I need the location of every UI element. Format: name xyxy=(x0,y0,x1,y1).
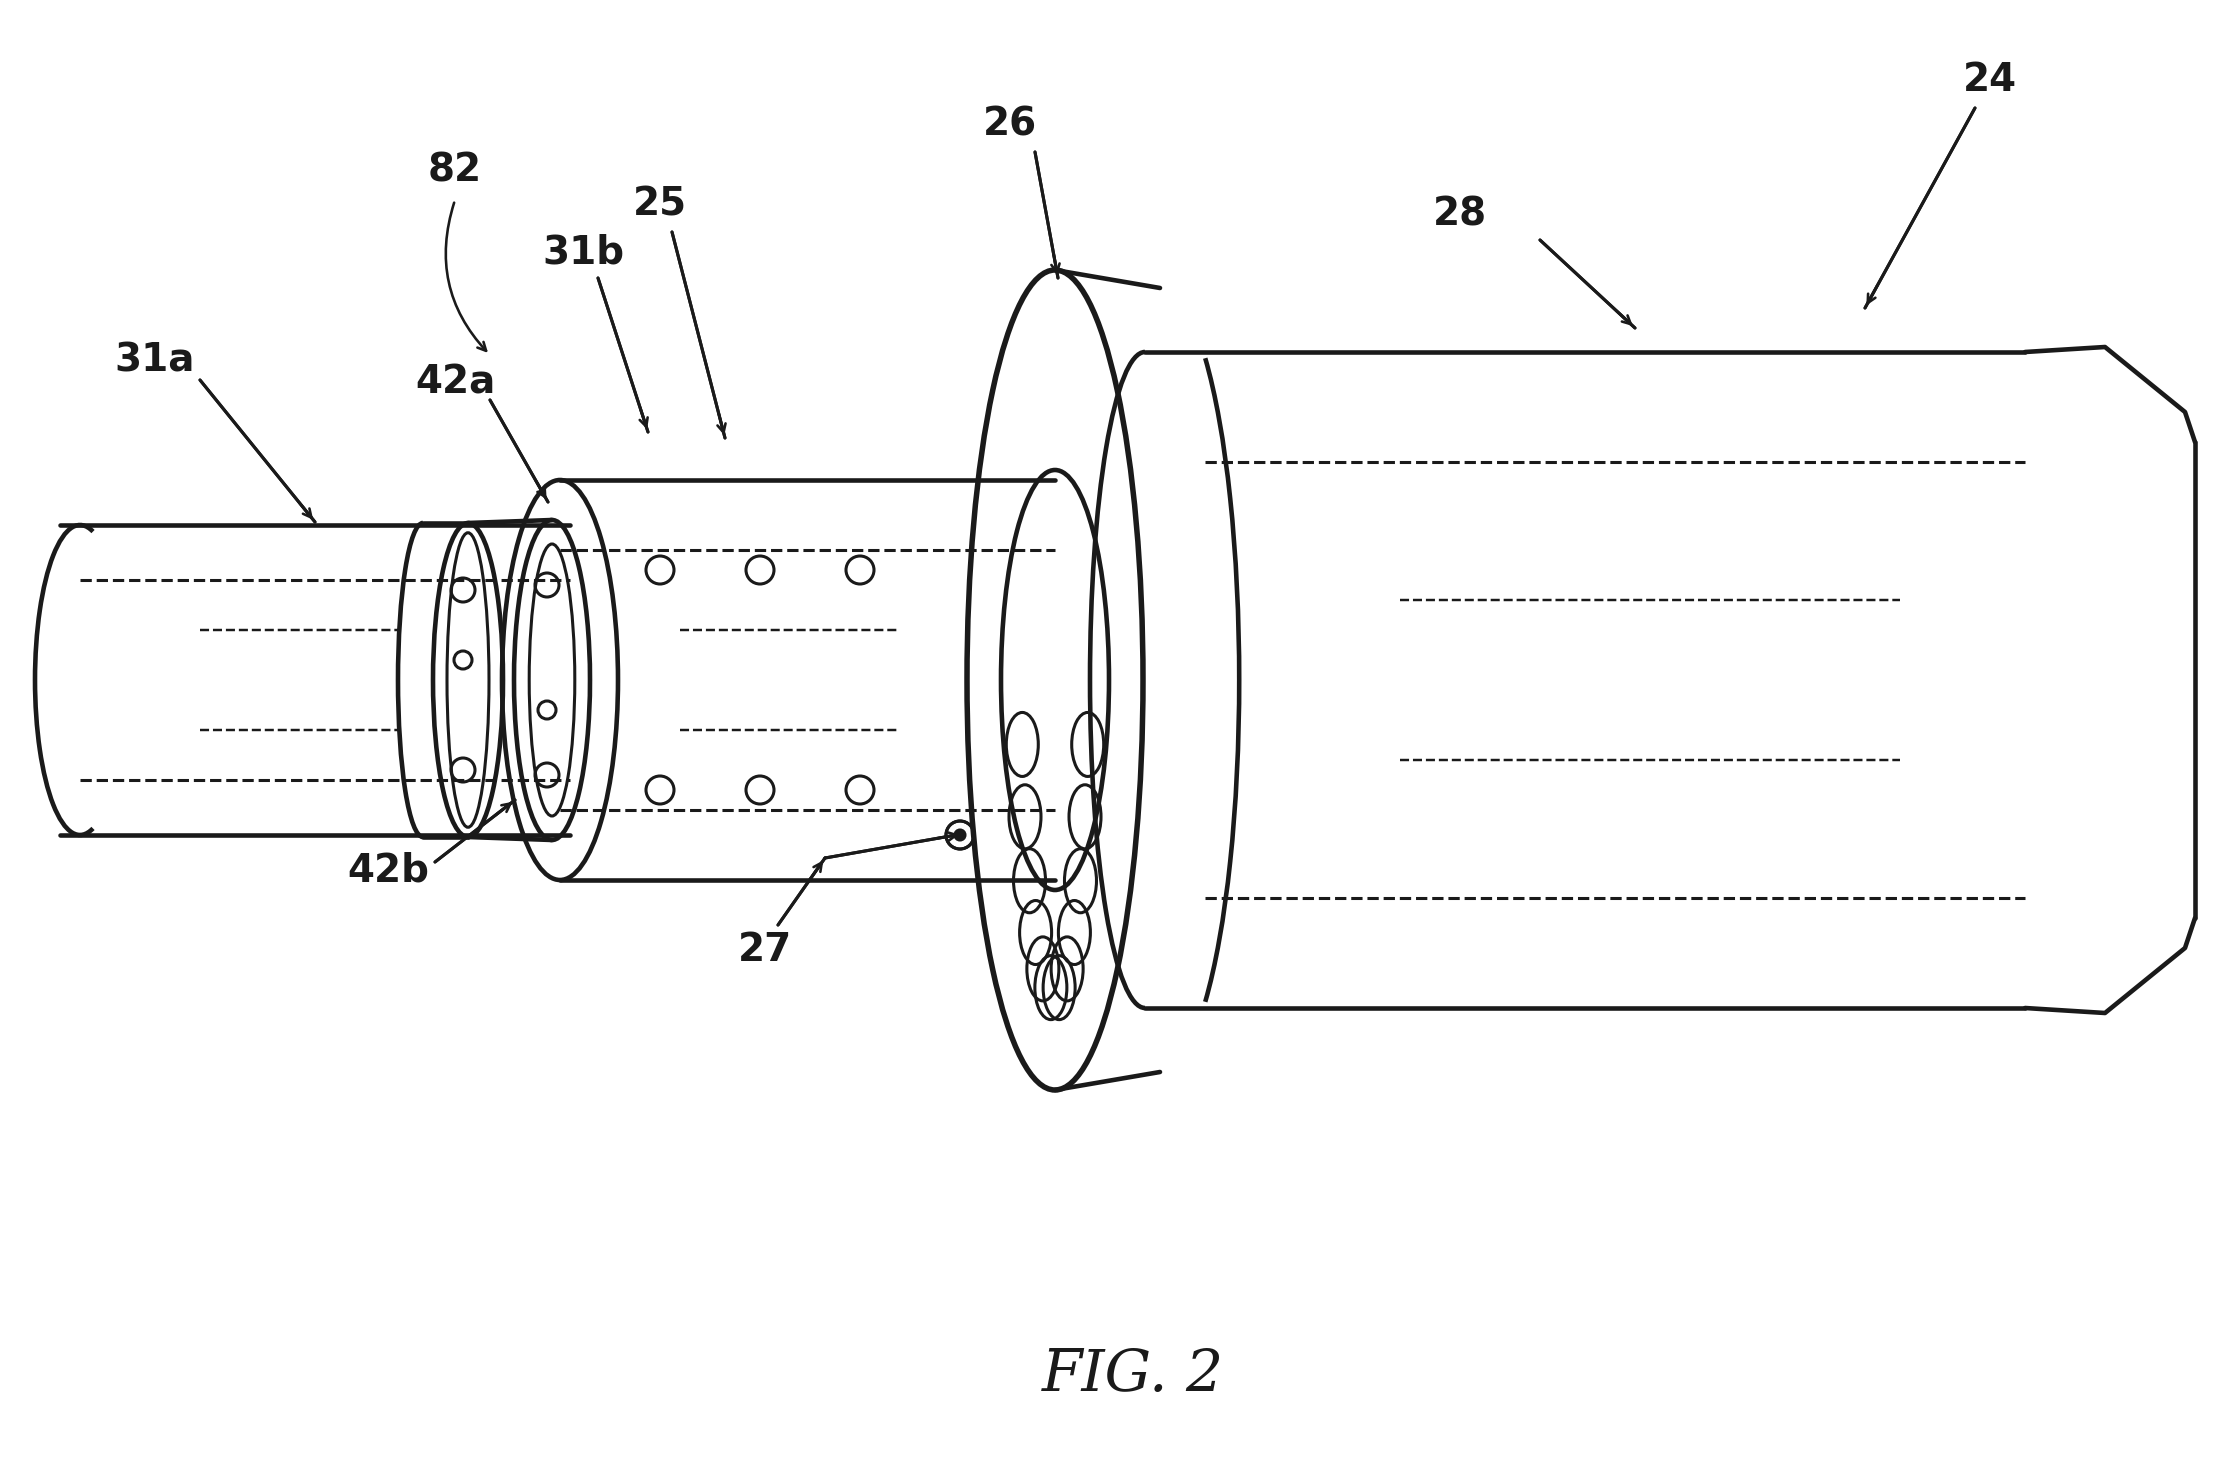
Text: 27: 27 xyxy=(737,931,793,969)
Text: 42a: 42a xyxy=(414,363,494,400)
Text: 31a: 31a xyxy=(116,341,196,380)
Text: 31b: 31b xyxy=(541,233,624,270)
Circle shape xyxy=(955,830,964,840)
Text: 82: 82 xyxy=(428,151,481,189)
Text: 25: 25 xyxy=(632,186,688,225)
Text: FIG. 2: FIG. 2 xyxy=(1042,1347,1225,1403)
Text: 28: 28 xyxy=(1432,196,1488,233)
Text: 26: 26 xyxy=(982,106,1038,143)
Text: 24: 24 xyxy=(1962,61,2018,99)
Text: 42b: 42b xyxy=(347,851,430,889)
